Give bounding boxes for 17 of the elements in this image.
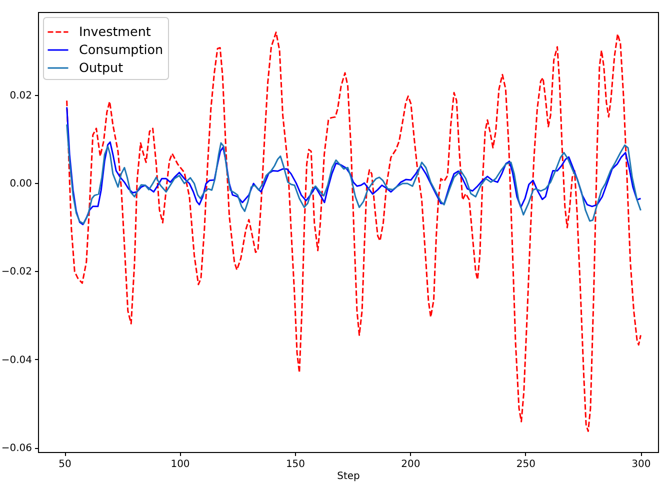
- x-tick-label: 200: [401, 459, 420, 470]
- legend-label: Investment: [79, 24, 151, 39]
- legend-label: Output: [79, 60, 124, 75]
- x-tick-label: 250: [516, 459, 536, 470]
- y-tick-label: 0.02: [10, 90, 32, 102]
- x-axis-title: Step: [337, 471, 360, 482]
- line-series: [66, 124, 642, 224]
- x-tick-label: 50: [58, 459, 72, 470]
- x-tick-label: 150: [286, 459, 306, 470]
- line-series: [66, 106, 642, 226]
- y-tick-label: 0.00: [10, 178, 32, 190]
- y-tick-label: −0.04: [1, 354, 32, 366]
- y-tick-label: −0.06: [1, 443, 32, 454]
- x-tick-label: 100: [170, 459, 190, 470]
- legend-label: Consumption: [79, 42, 164, 57]
- y-tick-label: −0.02: [1, 266, 32, 278]
- x-tick-label: 300: [632, 459, 651, 470]
